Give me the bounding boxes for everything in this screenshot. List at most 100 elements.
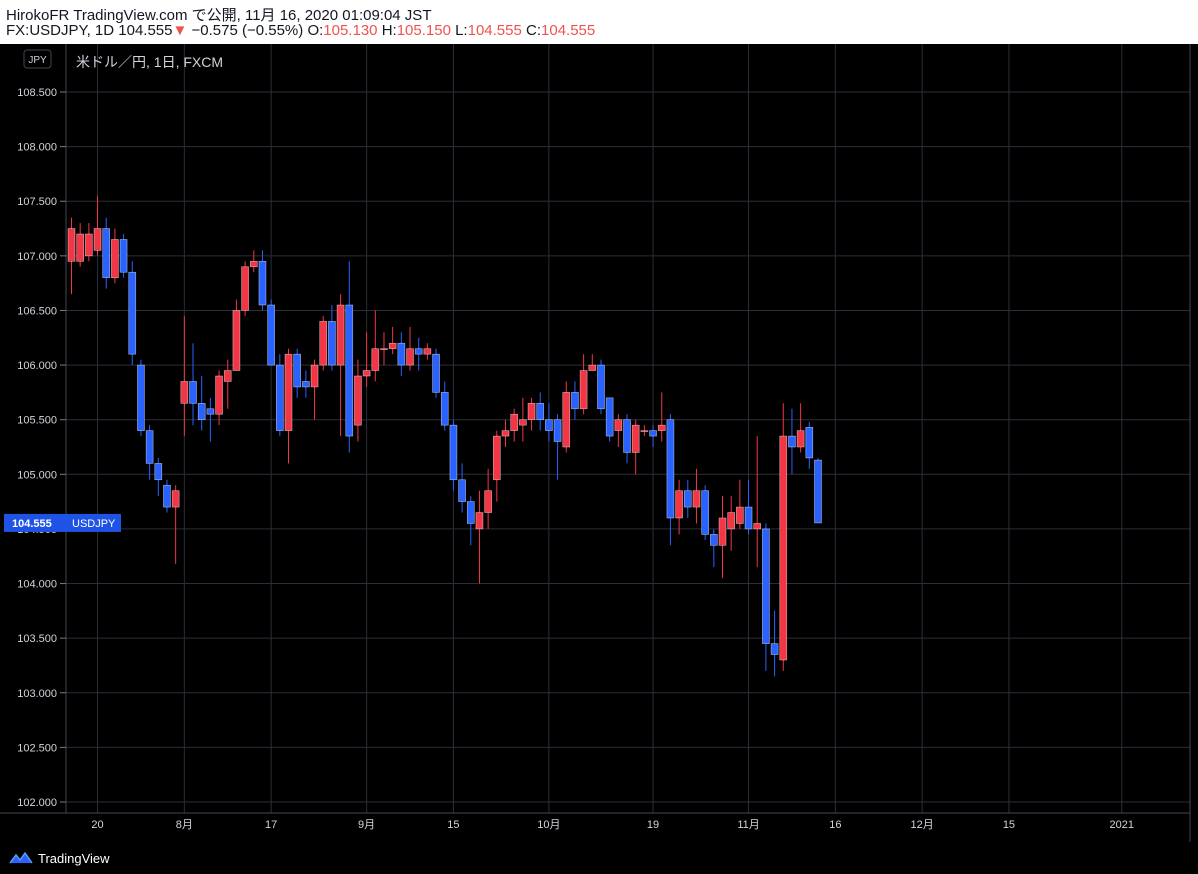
candle xyxy=(102,217,111,289)
candle-body xyxy=(145,430,154,464)
candle-body xyxy=(657,424,666,431)
candle xyxy=(501,419,510,447)
candle-body xyxy=(293,353,301,388)
candle-body xyxy=(458,479,466,502)
x-tick-label: 10月 xyxy=(537,819,560,831)
candle-body xyxy=(423,348,432,355)
candle-body xyxy=(345,304,354,437)
candle-body xyxy=(683,490,692,508)
candle-body xyxy=(805,427,814,459)
candle xyxy=(137,359,145,437)
tradingview-logo[interactable]: TradingView xyxy=(8,848,110,868)
candle xyxy=(232,299,241,371)
candle-body xyxy=(649,430,657,437)
candle-body xyxy=(736,506,744,524)
candle xyxy=(215,370,223,426)
candle xyxy=(206,397,215,442)
candle xyxy=(805,421,814,469)
chart-legend: 米ドル／円, 1日, FXCM xyxy=(76,54,223,70)
candle xyxy=(510,408,518,442)
candle-body xyxy=(197,403,206,420)
candle xyxy=(562,381,571,453)
candle-body xyxy=(362,370,371,377)
candle-body xyxy=(102,228,111,278)
candle-body xyxy=(796,430,805,448)
y-tick-label: 107.000 xyxy=(17,251,57,263)
candle-body xyxy=(76,233,84,262)
candle-body xyxy=(380,348,388,350)
y-tick-label: 103.000 xyxy=(17,688,57,700)
candle xyxy=(736,479,744,529)
candle xyxy=(119,234,128,278)
candle xyxy=(675,479,683,535)
candle-body xyxy=(440,392,449,426)
candle-body xyxy=(111,239,119,278)
candle xyxy=(241,261,249,316)
candle xyxy=(614,414,623,447)
candle-body xyxy=(562,392,571,448)
candle xyxy=(406,326,414,371)
candle-body xyxy=(284,353,293,431)
candle xyxy=(276,354,284,437)
y-tick-label: 102.000 xyxy=(17,797,57,809)
candle-body xyxy=(770,643,779,655)
candle xyxy=(319,315,328,371)
candle-body xyxy=(571,392,579,410)
candle-body xyxy=(137,364,145,431)
candle xyxy=(727,496,735,551)
candle xyxy=(163,479,171,513)
candle-body xyxy=(753,523,762,530)
candle-body xyxy=(319,321,328,366)
publish-title: HirokoFR TradingView.com で公開, 11月 16, 20… xyxy=(6,7,432,24)
chart-area[interactable]: 108.500 108.000 107.500 107.000 106.500 106.0… xyxy=(0,44,1198,842)
candle xyxy=(189,343,197,426)
candle xyxy=(328,305,336,371)
currency-badge[interactable] xyxy=(23,49,52,69)
candle-body xyxy=(267,304,275,366)
high-value: 105.150 xyxy=(396,22,451,39)
last-price-symbol: USDJPY xyxy=(72,518,116,530)
candle xyxy=(545,403,553,442)
candle-body xyxy=(762,528,770,644)
symbol-info: FX:USDJPY, 1D 104.555 xyxy=(6,22,173,39)
candle xyxy=(527,397,536,431)
y-tick-label: 103.500 xyxy=(17,633,57,645)
candle-body xyxy=(597,364,605,410)
candle-body xyxy=(710,534,718,546)
candle-body xyxy=(67,228,76,262)
candle-body xyxy=(501,430,510,437)
candle xyxy=(718,496,727,579)
candle-body xyxy=(588,364,597,371)
ohlc-line: FX:USDJPY, 1D 104.555▼ −0.575 (−0.55%) O… xyxy=(6,22,595,39)
candle xyxy=(423,343,432,360)
y-tick-label: 108.000 xyxy=(17,142,57,154)
candle xyxy=(171,485,180,564)
candle xyxy=(770,610,779,677)
candle xyxy=(302,370,310,398)
candle-body xyxy=(640,430,649,432)
candlestick-chart[interactable]: 108.500 108.000 107.500 107.000 106.500 106.0… xyxy=(0,44,1198,842)
candle xyxy=(354,359,362,442)
candle-body xyxy=(510,413,518,431)
candle-body xyxy=(215,375,223,415)
last-price-value: 104.555 xyxy=(12,518,52,530)
candle xyxy=(258,250,267,311)
candle xyxy=(710,528,718,568)
candle xyxy=(475,490,484,584)
candle xyxy=(796,403,805,453)
open-label: O: xyxy=(307,22,324,39)
candle-body xyxy=(93,228,102,251)
candle-body xyxy=(206,408,215,415)
close-value: 104.555 xyxy=(541,22,596,39)
low-label: L: xyxy=(455,22,468,39)
candle xyxy=(623,414,631,464)
candle xyxy=(631,419,640,475)
candle-body xyxy=(788,435,796,448)
x-tick-label: 2021 xyxy=(1110,819,1134,831)
candle xyxy=(701,485,709,540)
candle-body xyxy=(553,419,562,442)
last-price-tag: 104.555 USDJPY xyxy=(4,513,121,532)
x-tick-label: 16 xyxy=(829,819,841,831)
x-tick-label: 17 xyxy=(265,819,277,831)
candle xyxy=(762,523,770,671)
